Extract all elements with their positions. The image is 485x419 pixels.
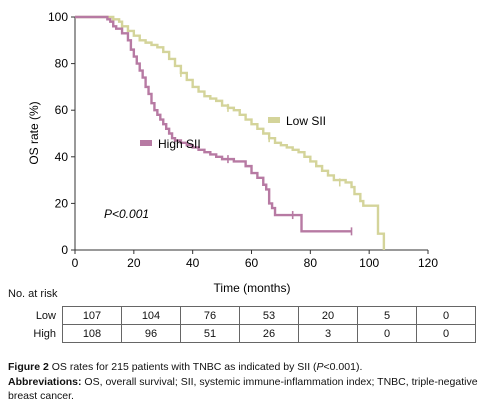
series-line-high-sii <box>75 15 352 233</box>
risk-cell: 53 <box>239 306 299 325</box>
x-tick-label: 20 <box>127 256 141 270</box>
risk-row-label: Low <box>35 309 56 322</box>
risk-cell: 0 <box>357 324 417 343</box>
legend-high-swatch <box>140 140 152 146</box>
y-axis-label: OS rate (%) <box>27 101 41 164</box>
y-tick-label: 60 <box>55 103 69 117</box>
risk-cell: 51 <box>180 324 240 343</box>
risk-cell: 0 <box>416 324 476 343</box>
y-tick-label: 0 <box>61 243 68 257</box>
risk-row-label: High <box>33 327 56 340</box>
caption-p-rest: <0.001). <box>323 361 363 373</box>
legend-low-swatch <box>268 117 280 123</box>
risk-cell: 0 <box>416 306 476 325</box>
risk-cell: 20 <box>298 306 358 325</box>
x-tick-label: 100 <box>359 256 379 270</box>
series-line-low-sii <box>75 15 386 250</box>
x-tick-label: 0 <box>72 256 79 270</box>
x-tick-label: 120 <box>418 256 438 270</box>
risk-cell: 3 <box>298 324 358 343</box>
caption-abbr-label: Abbreviations: <box>8 375 82 388</box>
x-tick-label: 80 <box>304 256 318 270</box>
legend-low-sii: Low SII <box>268 114 326 128</box>
risk-row-high: High 108 96 51 26 3 0 0 <box>4 324 476 343</box>
figure-caption: Figure 2 OS rates for 215 patients with … <box>8 360 478 404</box>
caption-abbreviations: Abbreviations: OS, overall survival; SII… <box>8 375 478 404</box>
series-layer <box>75 15 386 250</box>
caption-figure-label: Figure 2 <box>8 361 49 373</box>
risk-table-title: No. at risk <box>8 288 58 300</box>
y-tick-label: 20 <box>55 196 69 210</box>
risk-cell: 76 <box>180 306 240 325</box>
x-tick-label: 60 <box>245 256 259 270</box>
caption-p-symbol: P <box>316 361 324 373</box>
x-tick-label: 40 <box>186 256 200 270</box>
axes: 0 20 40 60 80 100 0 20 40 60 80 100 120 <box>48 10 438 270</box>
risk-cell: 104 <box>121 306 181 325</box>
legend-high-label: High SII <box>158 137 201 151</box>
y-tick-label: 100 <box>48 10 68 24</box>
risk-cell: 107 <box>62 306 122 325</box>
caption-figure-text: OS rates for 215 patients with TNBC as i… <box>48 361 317 373</box>
risk-table: Low 107 104 76 53 20 5 0 High 108 96 51 … <box>4 306 476 343</box>
risk-row-low: Low 107 104 76 53 20 5 0 <box>4 306 476 325</box>
legend-high-sii: High SII <box>140 137 201 151</box>
caption-figure-line: Figure 2 OS rates for 215 patients with … <box>8 360 478 375</box>
risk-cell: 108 <box>62 324 122 343</box>
p-value-annotation: P<0.001 <box>104 207 149 221</box>
caption-abbr-text: OS, overall survival; SII, systemic immu… <box>8 375 478 403</box>
x-axis-label: Time (months) <box>214 281 291 295</box>
risk-cell: 5 <box>357 306 417 325</box>
y-tick-label: 40 <box>55 150 69 164</box>
y-tick-label: 80 <box>55 57 69 71</box>
risk-cell: 96 <box>121 324 181 343</box>
risk-cell: 26 <box>239 324 299 343</box>
legend-low-label: Low SII <box>286 114 326 128</box>
